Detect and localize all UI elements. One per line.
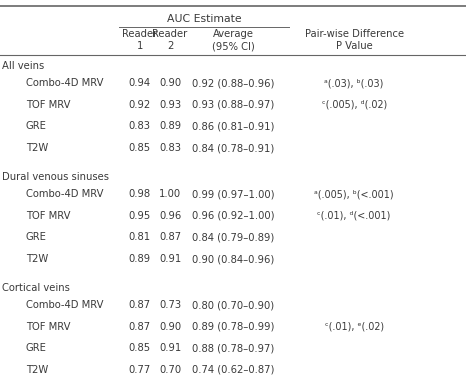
- Text: 0.90: 0.90: [159, 78, 181, 88]
- Text: 0.84 (0.78–0.91): 0.84 (0.78–0.91): [192, 143, 274, 153]
- Text: Pair-wise Difference: Pair-wise Difference: [305, 29, 404, 39]
- Text: 0.91: 0.91: [159, 344, 181, 353]
- Text: 1.00: 1.00: [159, 189, 181, 199]
- Text: TOF MRV: TOF MRV: [26, 100, 70, 110]
- Text: T2W: T2W: [26, 143, 48, 153]
- Text: GRE: GRE: [26, 344, 47, 353]
- Text: 0.89 (0.78–0.99): 0.89 (0.78–0.99): [192, 322, 274, 332]
- Text: 0.99 (0.97–1.00): 0.99 (0.97–1.00): [192, 189, 274, 199]
- Text: 0.70: 0.70: [159, 365, 181, 375]
- Text: 0.83: 0.83: [129, 121, 151, 132]
- Text: ᵃ(.03), ᵇ(.03): ᵃ(.03), ᵇ(.03): [324, 78, 384, 88]
- Text: Reader: Reader: [152, 29, 188, 39]
- Text: Dural venous sinuses: Dural venous sinuses: [2, 172, 110, 182]
- Text: Combo-4D MRV: Combo-4D MRV: [26, 189, 103, 199]
- Text: Combo-4D MRV: Combo-4D MRV: [26, 78, 103, 88]
- Text: 0.83: 0.83: [159, 143, 181, 153]
- Text: 0.92 (0.88–0.96): 0.92 (0.88–0.96): [192, 78, 274, 88]
- Text: (95% CI): (95% CI): [212, 41, 254, 51]
- Text: TOF MRV: TOF MRV: [26, 322, 70, 332]
- Text: 0.87: 0.87: [129, 322, 151, 332]
- Text: 0.93 (0.88–0.97): 0.93 (0.88–0.97): [192, 100, 274, 110]
- Text: Combo-4D MRV: Combo-4D MRV: [26, 301, 103, 310]
- Text: 0.98: 0.98: [129, 189, 151, 199]
- Text: 0.90: 0.90: [159, 322, 181, 332]
- Text: ᶜ(.01), ᵉ(.02): ᶜ(.01), ᵉ(.02): [325, 322, 384, 332]
- Text: P Value: P Value: [336, 41, 372, 51]
- Text: ᵃ(.005), ᵇ(<.001): ᵃ(.005), ᵇ(<.001): [315, 189, 394, 199]
- Text: Reader: Reader: [122, 29, 158, 39]
- Text: ᶜ(.01), ᵈ(<.001): ᶜ(.01), ᵈ(<.001): [317, 211, 391, 221]
- Text: 0.88 (0.78–0.97): 0.88 (0.78–0.97): [192, 344, 274, 353]
- Text: 0.81: 0.81: [129, 232, 151, 242]
- Text: 0.89: 0.89: [159, 121, 181, 132]
- Text: 0.96 (0.92–1.00): 0.96 (0.92–1.00): [192, 211, 274, 221]
- Text: 1: 1: [137, 41, 143, 51]
- Text: ᶜ(.005), ᵈ(.02): ᶜ(.005), ᵈ(.02): [322, 100, 387, 110]
- Text: 0.92: 0.92: [129, 100, 151, 110]
- Text: 0.96: 0.96: [159, 211, 181, 221]
- Text: T2W: T2W: [26, 254, 48, 264]
- Text: AUC Estimate: AUC Estimate: [166, 14, 241, 24]
- Text: 0.93: 0.93: [159, 100, 181, 110]
- Text: 0.77: 0.77: [129, 365, 151, 375]
- Text: 0.95: 0.95: [129, 211, 151, 221]
- Text: 0.87: 0.87: [129, 301, 151, 310]
- Text: T2W: T2W: [26, 365, 48, 375]
- Text: 0.87: 0.87: [159, 232, 181, 242]
- Text: All veins: All veins: [2, 61, 45, 71]
- Text: GRE: GRE: [26, 232, 47, 242]
- Text: 0.85: 0.85: [129, 143, 151, 153]
- Text: 0.86 (0.81–0.91): 0.86 (0.81–0.91): [192, 121, 274, 132]
- Text: Average: Average: [212, 29, 254, 39]
- Text: 0.90 (0.84–0.96): 0.90 (0.84–0.96): [192, 254, 274, 264]
- Text: 2: 2: [167, 41, 173, 51]
- Text: 0.84 (0.79–0.89): 0.84 (0.79–0.89): [192, 232, 274, 242]
- Text: GRE: GRE: [26, 121, 47, 132]
- Text: 0.73: 0.73: [159, 301, 181, 310]
- Text: 0.91: 0.91: [159, 254, 181, 264]
- Text: 0.94: 0.94: [129, 78, 151, 88]
- Text: TOF MRV: TOF MRV: [26, 211, 70, 221]
- Text: 0.89: 0.89: [129, 254, 151, 264]
- Text: 0.74 (0.62–0.87): 0.74 (0.62–0.87): [192, 365, 274, 375]
- Text: 0.85: 0.85: [129, 344, 151, 353]
- Text: 0.80 (0.70–0.90): 0.80 (0.70–0.90): [192, 301, 274, 310]
- Text: Cortical veins: Cortical veins: [2, 283, 70, 293]
